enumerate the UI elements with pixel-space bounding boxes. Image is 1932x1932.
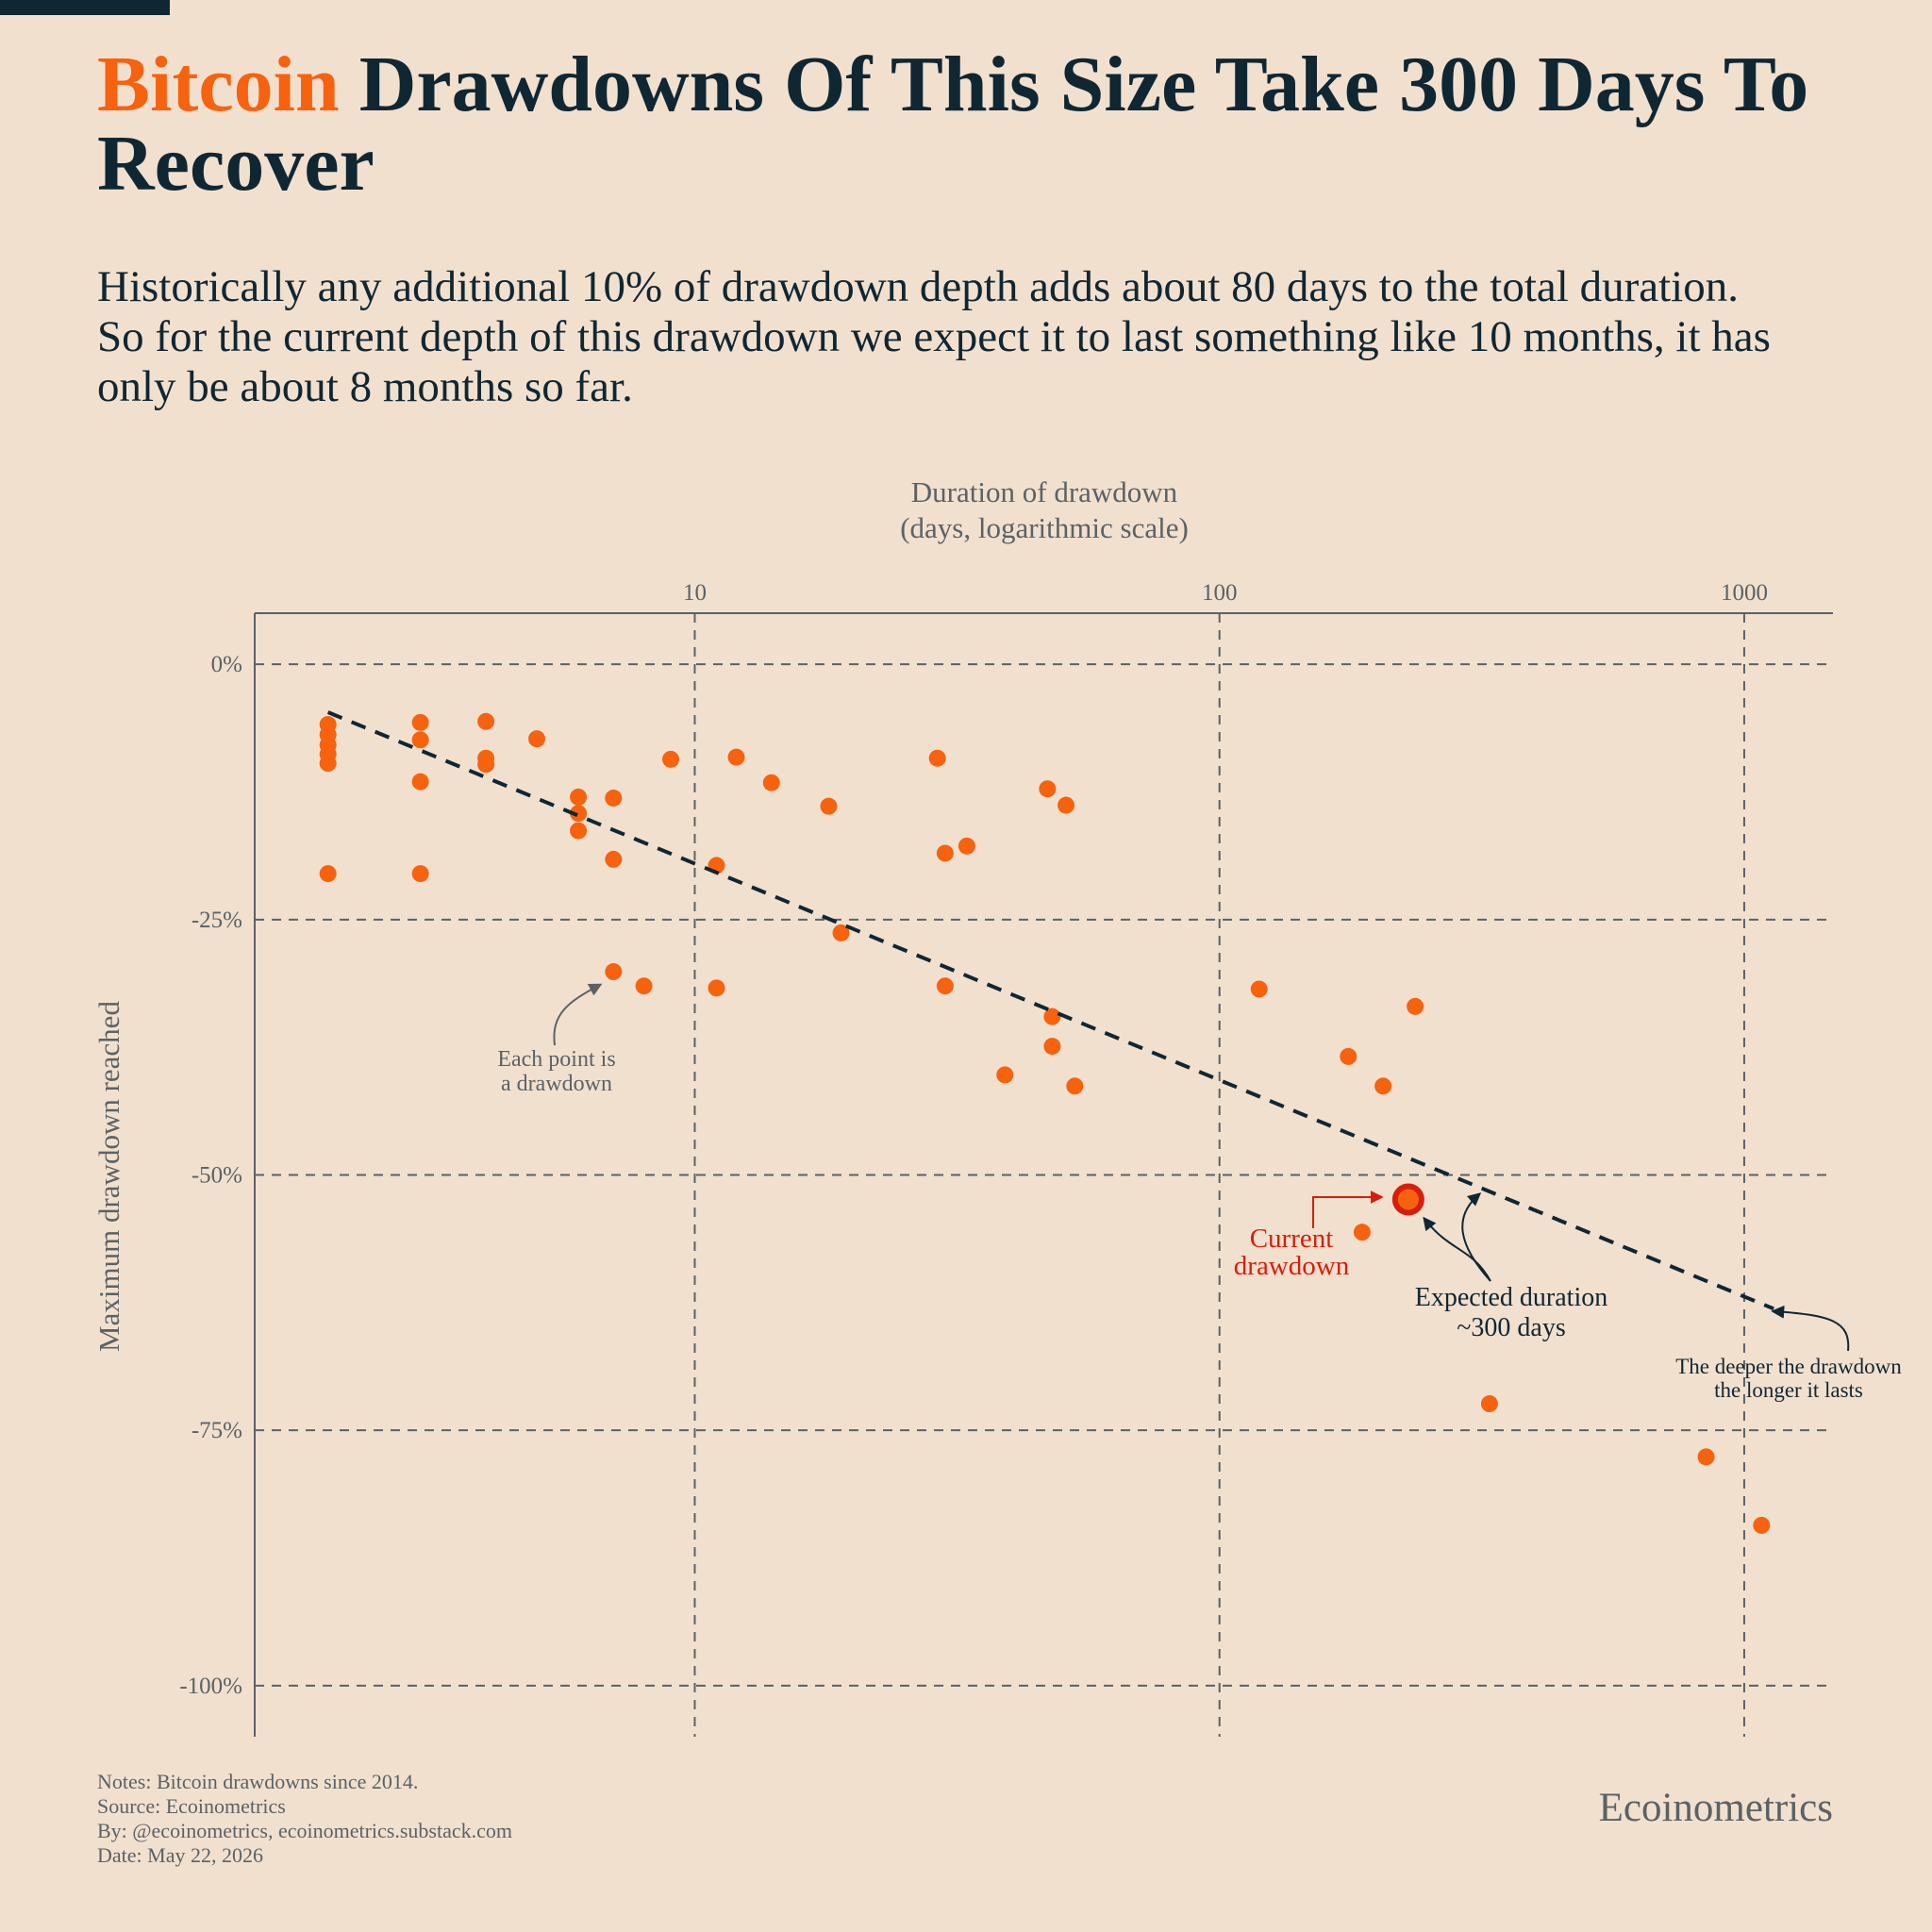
point (1753, 1516, 1771, 1534)
x-axis-label: Duration of drawdown (911, 475, 1178, 508)
note: By: @ecoinometrics, ecoinometrics.substa… (97, 1819, 512, 1842)
arrow (553, 983, 603, 1046)
annotation: The deeper the drawdown (1675, 1355, 1902, 1378)
annotation: Expected duration (1415, 1283, 1607, 1312)
point (605, 789, 623, 807)
point (319, 865, 337, 883)
point (411, 865, 429, 883)
point (1043, 1008, 1061, 1025)
point (996, 1066, 1014, 1084)
top-bar (0, 0, 170, 15)
point (662, 750, 680, 768)
title-highlight: Bitcoin (97, 41, 340, 128)
note: Date: May 22, 2026 (97, 1843, 263, 1867)
annotation: the longer it lasts (1714, 1378, 1863, 1402)
point (1058, 796, 1075, 814)
point (1043, 1038, 1061, 1056)
notes: Notes: Bitcoin drawdowns since 2014.Sour… (97, 1770, 512, 1867)
point (1353, 1224, 1371, 1241)
trend-line (326, 710, 1774, 1311)
arrow (1771, 1305, 1850, 1352)
marks (319, 710, 1774, 1534)
x-tick-label: 1000 (1721, 580, 1768, 606)
point (1066, 1077, 1084, 1095)
point (411, 713, 429, 731)
x-axis-label: (days, logarithmic scale) (900, 511, 1189, 544)
y-tick-label: -50% (192, 1163, 242, 1189)
annotation: ~300 days (1457, 1313, 1565, 1342)
brand: Ecoinometrics (1599, 1786, 1833, 1830)
grid: 10 100 1000 0% -25% -50% -75% -100% (179, 580, 1833, 1737)
point (411, 731, 429, 749)
point (727, 748, 745, 766)
y-tick-label: 0% (211, 652, 242, 677)
x-tick-label: 100 (1202, 580, 1238, 606)
y-tick-label: -75% (192, 1418, 242, 1443)
y-tick-label: -25% (192, 908, 242, 933)
current-point (1391, 1183, 1424, 1216)
point (958, 837, 975, 855)
point (1374, 1077, 1392, 1095)
point (832, 924, 850, 941)
point (635, 977, 653, 995)
arrow (1461, 1192, 1491, 1282)
point (570, 822, 588, 840)
annotation: drawdown (1234, 1251, 1350, 1281)
arrow (1423, 1216, 1491, 1282)
point (605, 850, 623, 868)
point (936, 844, 954, 862)
point (570, 788, 588, 806)
x-tick-label: 10 (683, 580, 707, 606)
arrow (1312, 1191, 1384, 1228)
point (1407, 997, 1424, 1015)
y-axis-label: Maximum drawdown reached (92, 1001, 125, 1352)
point (477, 712, 495, 730)
point (928, 749, 946, 767)
point (477, 756, 495, 774)
point (1250, 980, 1268, 998)
annotation: a drawdown (501, 1072, 612, 1096)
y-tick-label: -100% (179, 1674, 242, 1699)
point (1697, 1448, 1715, 1466)
point (1340, 1047, 1357, 1065)
point (605, 963, 623, 981)
point (570, 805, 588, 823)
title-text: Drawdowns Of This Size Take 300 Days To … (97, 41, 1809, 208)
title: Bitcoin Drawdowns Of This Size Take 300 … (97, 45, 1890, 204)
point (319, 755, 337, 773)
subtitle: Historically any additional 10% of drawd… (97, 262, 1771, 411)
point (1039, 780, 1057, 798)
note: Notes: Bitcoin drawdowns since 2014. (97, 1770, 418, 1793)
point (411, 773, 429, 791)
point (708, 979, 725, 997)
point (936, 977, 954, 995)
annotation: Each point is (497, 1047, 615, 1072)
point (762, 774, 780, 791)
point (820, 797, 838, 815)
annotation: Current (1250, 1224, 1334, 1254)
point (1480, 1395, 1498, 1413)
point (528, 730, 546, 748)
note: Source: Ecoinometrics (97, 1794, 286, 1818)
